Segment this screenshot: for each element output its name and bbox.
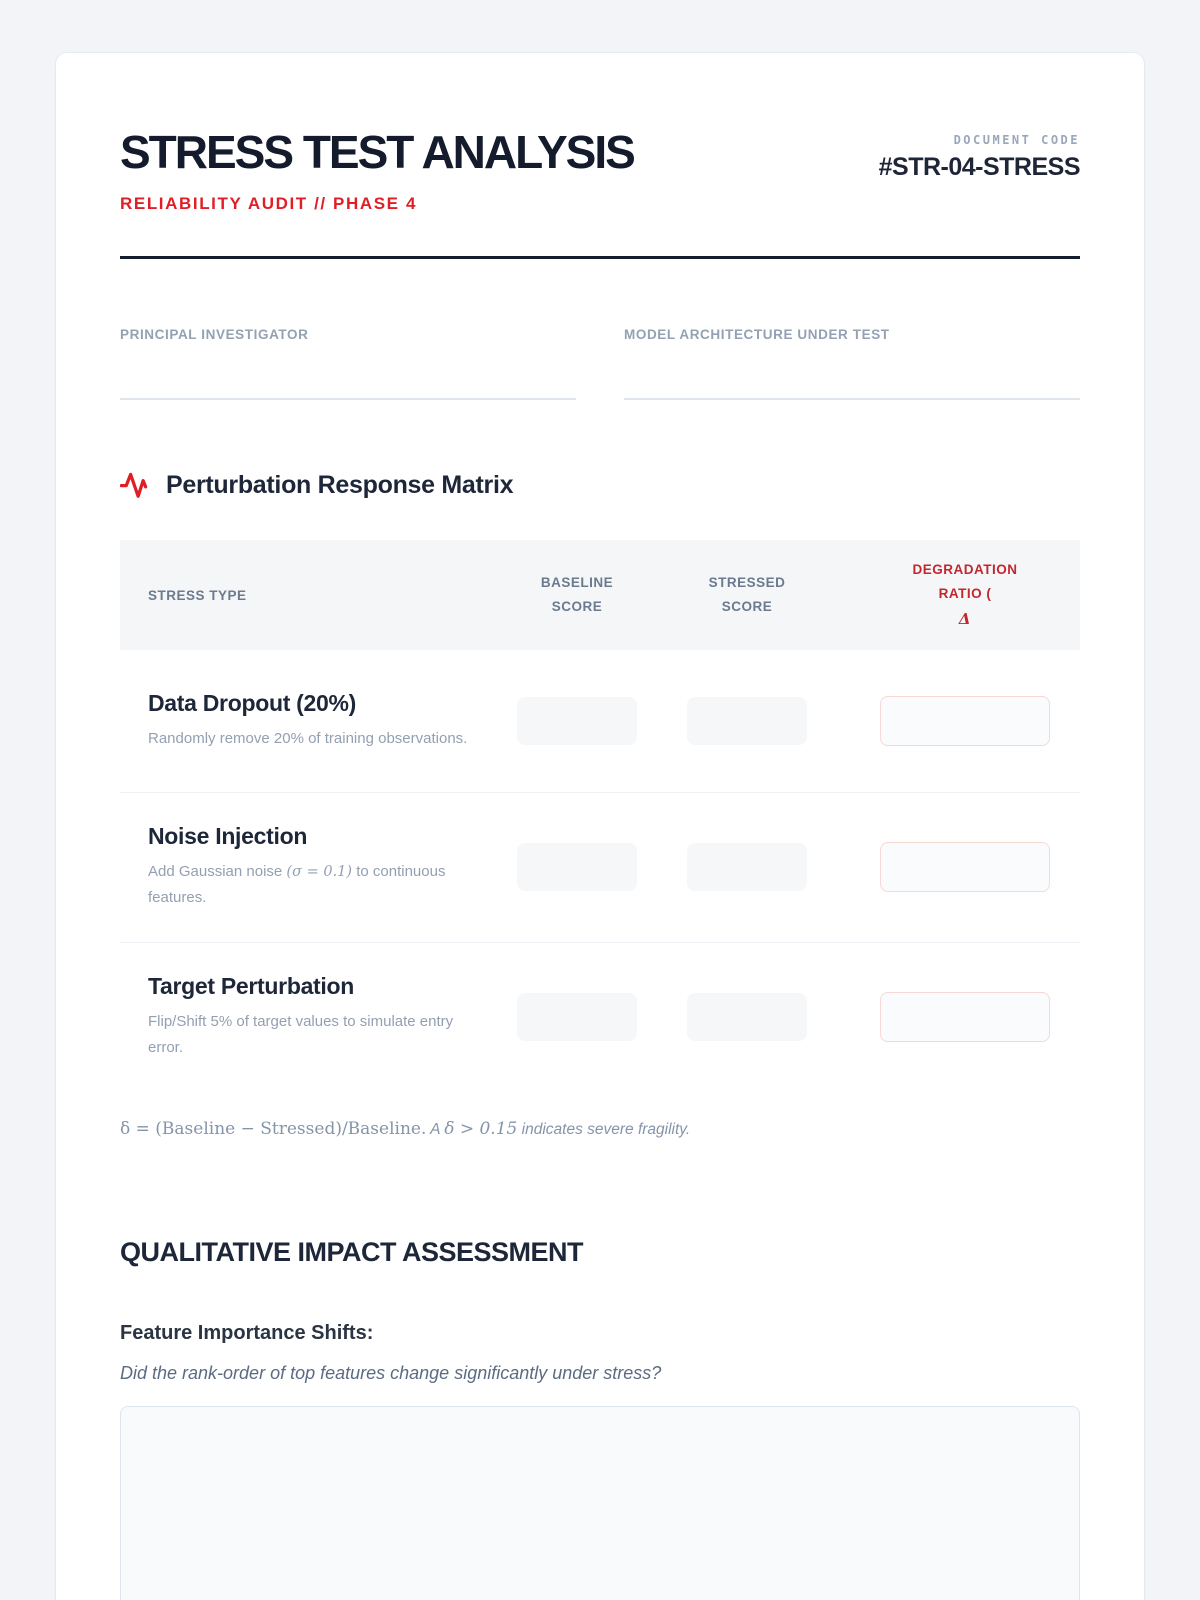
principal-investigator-label: PRINCIPAL INVESTIGATOR (120, 327, 309, 342)
row-description: Flip/Shift 5% of target values to simula… (148, 1009, 478, 1062)
row-title: Data Dropout (20%) (148, 689, 357, 716)
baseline-score-input[interactable] (517, 843, 637, 892)
baseline-score-input[interactable] (517, 992, 637, 1041)
formula-math: δ = (Baseline − Stressed)/Baseline. (120, 1119, 427, 1140)
row-title: Target Perturbation (148, 972, 355, 999)
matrix-heading: Perturbation Response Matrix (166, 470, 514, 499)
perturbation-response-matrix: Perturbation Response Matrix STRESS TYPE… (120, 470, 1080, 1139)
stressed-score-input[interactable] (687, 843, 807, 892)
baseline-header-line1: BASELINE (540, 575, 614, 591)
model-architecture-input[interactable] (624, 342, 1080, 400)
description-math: (σ = 0.1) (286, 864, 353, 880)
degradation-ratio-text: RATIO ( (938, 585, 992, 601)
document-card: STRESS TEST ANALYSIS RELIABILITY AUDIT /… (55, 52, 1145, 1600)
degradation-header-line2: RATIO ( Δ (880, 582, 1050, 632)
field-model-architecture: MODEL ARCHITECTURE UNDER TEST (624, 327, 1080, 400)
feature-importance-answer-textarea[interactable] (120, 1406, 1080, 1600)
feature-importance-question: Did the rank-order of top features chang… (120, 1363, 662, 1384)
formula-text: indicates severe fragility. (517, 1121, 691, 1139)
stressed-header-line1: STRESSED (708, 575, 786, 591)
row-description: Randomly remove 20% of training observat… (148, 726, 478, 752)
qualitative-heading: QUALITATIVE IMPACT ASSESSMENT (120, 1237, 584, 1268)
field-principal-investigator: PRINCIPAL INVESTIGATOR (120, 327, 576, 400)
baseline-header-line2: SCORE (551, 599, 603, 614)
description-text: Add Gaussian noise (148, 863, 287, 880)
table-row-noise-injection: Noise Injection Add Gaussian noise (σ = … (120, 792, 1080, 942)
document-code-value: #STR-04-STRESS (878, 153, 1081, 181)
activity-pulse-icon (120, 470, 150, 500)
stressed-score-input[interactable] (687, 697, 807, 745)
row-description: Add Gaussian noise (σ = 0.1) to continuo… (148, 859, 478, 912)
delta-formula-footnote: δ = (Baseline − Stressed)/Baseline. A δ … (120, 1119, 1080, 1139)
stress-type-cell: Noise Injection Add Gaussian noise (σ = … (148, 823, 517, 912)
description-text: Flip/Shift 5% of target values to simula… (148, 1012, 454, 1056)
column-header-stress-type: STRESS TYPE (148, 587, 247, 603)
degradation-ratio-input[interactable] (880, 696, 1050, 746)
stressed-header-line2: SCORE (721, 599, 773, 614)
feature-importance-shifts-label: Feature Importance Shifts: (120, 1322, 374, 1345)
metadata-fields: PRINCIPAL INVESTIGATOR MODEL ARCHITECTUR… (120, 327, 1080, 400)
document-code-label: DOCUMENT CODE (953, 133, 1080, 147)
stress-type-cell: Target Perturbation Flip/Shift 5% of tar… (148, 973, 517, 1062)
page-subtitle: RELIABILITY AUDIT // PHASE 4 (120, 194, 417, 213)
title-block: STRESS TEST ANALYSIS RELIABILITY AUDIT /… (120, 126, 636, 214)
document-header: STRESS TEST ANALYSIS RELIABILITY AUDIT /… (120, 126, 1081, 214)
column-header-degradation-ratio: DEGRADATION RATIO ( Δ (880, 558, 1050, 632)
model-architecture-label: MODEL ARCHITECTURE UNDER TEST (624, 327, 890, 342)
description-text: Randomly remove 20% of training observat… (148, 729, 468, 747)
stress-type-cell: Data Dropout (20%) Randomly remove 20% o… (148, 690, 517, 752)
formula-text: A (426, 1121, 445, 1139)
degradation-header-line1: DEGRADATION (912, 562, 1018, 578)
stressed-score-input[interactable] (687, 992, 807, 1041)
degradation-ratio-input[interactable] (880, 842, 1050, 893)
baseline-score-input[interactable] (517, 697, 637, 745)
matrix-table-header: STRESS TYPE BASELINE SCORE STRESSED SCOR… (120, 540, 1080, 650)
row-title: Noise Injection (148, 823, 308, 849)
column-header-baseline-score: BASELINE SCORE (517, 571, 637, 618)
formula-math: δ > 0.15 (444, 1119, 518, 1140)
qualitative-impact-assessment: QUALITATIVE IMPACT ASSESSMENT Feature Im… (120, 1237, 1080, 1600)
principal-investigator-input[interactable] (120, 342, 576, 400)
matrix-section-header: Perturbation Response Matrix (120, 470, 1080, 500)
header-divider (120, 256, 1080, 259)
page-title: STRESS TEST ANALYSIS (120, 126, 636, 178)
description-text: to continuous features. (148, 863, 446, 907)
degradation-ratio-input[interactable] (880, 991, 1050, 1042)
column-header-stressed-score: STRESSED SCORE (687, 571, 807, 618)
table-row-data-dropout: Data Dropout (20%) Randomly remove 20% o… (120, 650, 1080, 792)
document-code-block: DOCUMENT CODE #STR-04-STRESS (878, 129, 1081, 182)
table-row-target-perturbation: Target Perturbation Flip/Shift 5% of tar… (120, 941, 1080, 1092)
delta-symbol: Δ (958, 609, 972, 628)
